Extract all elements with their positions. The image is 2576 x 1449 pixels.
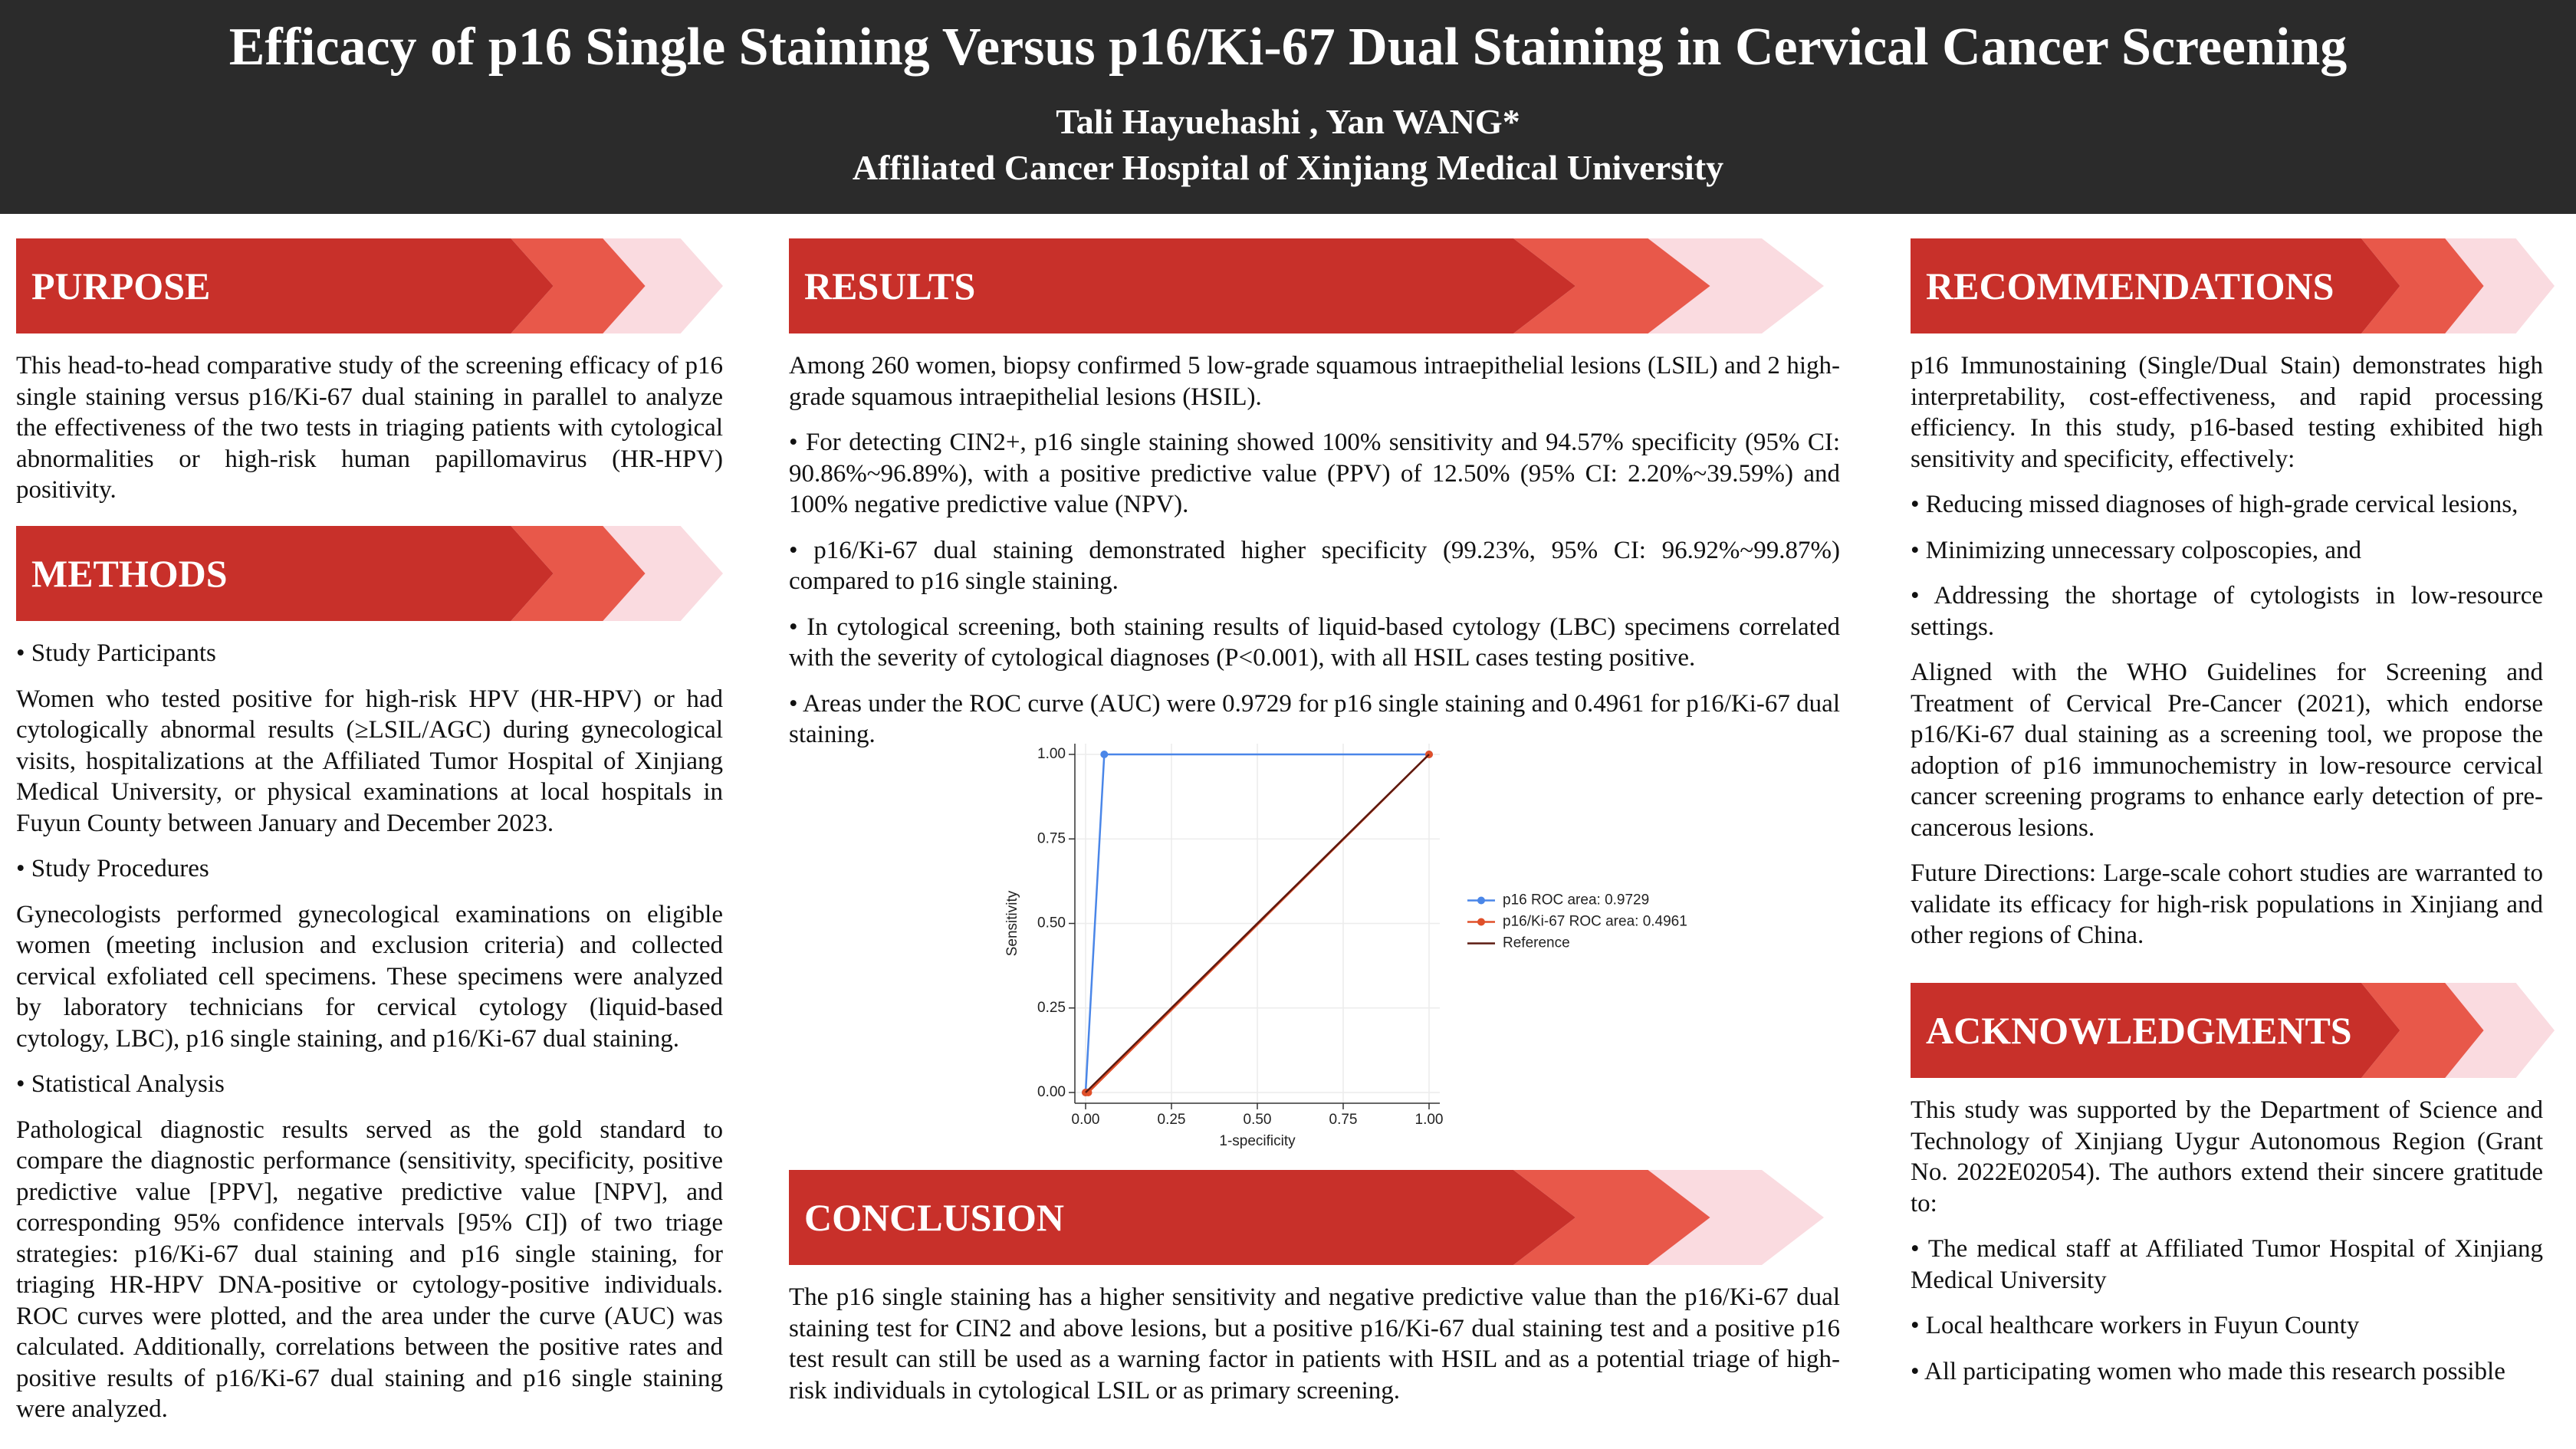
banner-main: [16, 526, 554, 621]
y-tick-label: 0.25: [1037, 1000, 1066, 1016]
x-tick-label: 0.25: [1158, 1112, 1186, 1128]
legend-label: p16 ROC area: 0.9729: [1503, 892, 1649, 909]
banner-shape: [16, 526, 723, 621]
x-tick-label: 0.00: [1072, 1112, 1100, 1128]
section-body: • Study Participants Women who tested pos…: [16, 638, 723, 1425]
paragraph: • All participating women who made this …: [1911, 1357, 2505, 1385]
banner-shape: [789, 238, 1824, 334]
purpose-section: PURPOSE This head-to-head comparative stu…: [16, 238, 723, 521]
banner-chevron: [2438, 983, 2555, 1078]
banner-chevron: [1638, 238, 1824, 334]
series-line: [1085, 754, 1430, 1093]
banner-shape: [1911, 983, 2555, 1078]
section-body: This study was supported by the Departme…: [1911, 1095, 2543, 1387]
paragraph: • Local healthcare workers in Fuyun Coun…: [1911, 1312, 2360, 1339]
results-section: RESULTS Among 260 women, biopsy confirmed…: [789, 238, 1840, 765]
banner-chevron: [2361, 983, 2484, 1078]
banner-chevron: [2361, 238, 2484, 334]
x-tick-label: 0.50: [1244, 1112, 1272, 1128]
banner-main: [1911, 983, 2400, 1078]
banner-chevron: [1638, 1170, 1824, 1265]
section-body: This head-to-head comparative study of t…: [16, 350, 723, 506]
paragraph: Pathological diagnostic results served a…: [16, 1116, 723, 1424]
paragraph: • Minimizing unnecessary colposcopies, a…: [1911, 536, 2362, 564]
paragraph: Women who tested positive for high-risk …: [16, 685, 723, 837]
section-banner: ACKNOWLEDGMENTS: [1911, 983, 2555, 1078]
methods-section: METHODS • Study Participants Women who tes…: [16, 526, 723, 1440]
section-heading: METHODS: [31, 552, 228, 595]
banner-shape: [789, 1170, 1824, 1265]
paragraph: Among 260 women, biopsy confirmed 5 low-…: [789, 352, 1840, 411]
recommendations-section: RECOMMENDATIONS p16 Immunostaining (Singl…: [1911, 238, 2555, 966]
banner-main: [789, 238, 1576, 334]
paragraph: • Statistical Analysis: [16, 1070, 225, 1098]
header: Efficacy of p16 Single Staining Versus p…: [0, 0, 2576, 214]
y-tick-label: 1.00: [1037, 746, 1066, 762]
banner-chevron: [1513, 238, 1710, 334]
legend-marker: [1477, 896, 1485, 905]
banner-chevron: [596, 238, 723, 334]
section-body: The p16 single staining has a higher sen…: [789, 1282, 1840, 1406]
y-tick-label: 0.50: [1037, 915, 1066, 932]
banner-chevron: [511, 238, 646, 334]
authors: Tali Hayuehashi , Yan WANG*: [1056, 102, 1520, 141]
paragraph: • Reducing missed diagnoses of high-grad…: [1911, 491, 2518, 518]
paragraph: Gynecologists performed gynecological ex…: [16, 900, 723, 1053]
banner-shape: [1911, 238, 2555, 334]
conclusion-section: CONCLUSION The p16 single staining has a …: [789, 1170, 1840, 1421]
paragraph: This study was supported by the Departme…: [1911, 1096, 2543, 1217]
section-heading: ACKNOWLEDGMENTS: [1926, 1009, 2352, 1052]
banner-chevron: [1513, 1170, 1710, 1265]
banner-chevron: [511, 526, 646, 621]
y-tick-label: 0.00: [1037, 1084, 1066, 1100]
section-heading: PURPOSE: [31, 264, 211, 307]
paragraph: p16 Immunostaining (Single/Dual Stain) d…: [1911, 352, 2543, 473]
paragraph: • Areas under the ROC curve (AUC) were 0…: [789, 689, 1840, 749]
section-banner: METHODS: [16, 526, 723, 621]
paragraph: • p16/Ki-67 dual staining demonstrated h…: [789, 536, 1840, 596]
paragraph: • Study Participants: [16, 639, 216, 667]
paragraph: The p16 single staining has a higher sen…: [789, 1283, 1840, 1405]
paragraph: Aligned with the WHO Guidelines for Scre…: [1911, 659, 2543, 842]
poster-title: Efficacy of p16 Single Staining Versus p…: [228, 18, 2348, 77]
section-body: p16 Immunostaining (Single/Dual Stain) d…: [1911, 350, 2543, 951]
paragraph: • The medical staff at Affiliated Tumor …: [1911, 1235, 2543, 1294]
legend-label: Reference: [1503, 935, 1570, 951]
banner-chevron: [596, 526, 723, 621]
banner-shape: [16, 238, 723, 334]
paragraph: • Addressing the shortage of cytologists…: [1911, 582, 2543, 641]
section-banner: RESULTS: [789, 238, 1824, 334]
x-axis-label: 1-specificity: [1219, 1133, 1296, 1149]
y-tick-label: 0.75: [1037, 830, 1066, 846]
banner-main: [1911, 238, 2400, 334]
section-heading: RESULTS: [804, 264, 976, 307]
section-heading: RECOMMENDATIONS: [1926, 264, 2334, 307]
y-axis-label: Sensitivity: [1004, 890, 1020, 956]
section-banner: PURPOSE: [16, 238, 723, 334]
banner-main: [789, 1170, 1576, 1265]
acknowledgments-section: ACKNOWLEDGMENTS This study was supported …: [1911, 983, 2555, 1401]
legend-label: p16/Ki-67 ROC area: 0.4961: [1503, 914, 1687, 930]
paragraph: • In cytological screening, both stainin…: [789, 613, 1840, 672]
banner-main: [16, 238, 554, 334]
point: [1100, 751, 1109, 758]
section-banner: CONCLUSION: [789, 1170, 1824, 1265]
paragraph: • Study Procedures: [16, 855, 209, 882]
affiliation: Affiliated Cancer Hospital of Xinjiang M…: [852, 148, 1724, 187]
paragraph: • For detecting CIN2+, p16 single staini…: [789, 429, 1840, 518]
paragraph: Future Directions: Large-scale cohort st…: [1911, 859, 2543, 949]
section-banner: RECOMMENDATIONS: [1911, 238, 2555, 334]
legend-marker: [1477, 918, 1485, 926]
x-tick-label: 1.00: [1415, 1112, 1444, 1128]
roc-chart: 0.00 0.25 0.50 0.75 1.00 0.00 0.25 0.50 0.75 1.00…: [1004, 744, 1687, 1149]
section-body: Among 260 women, biopsy confirmed 5 low-…: [789, 350, 1840, 751]
banner-chevron: [2438, 238, 2555, 334]
x-tick-label: 0.75: [1329, 1112, 1358, 1128]
section-heading: CONCLUSION: [804, 1196, 1064, 1239]
paragraph: This head-to-head comparative study of t…: [16, 352, 723, 504]
